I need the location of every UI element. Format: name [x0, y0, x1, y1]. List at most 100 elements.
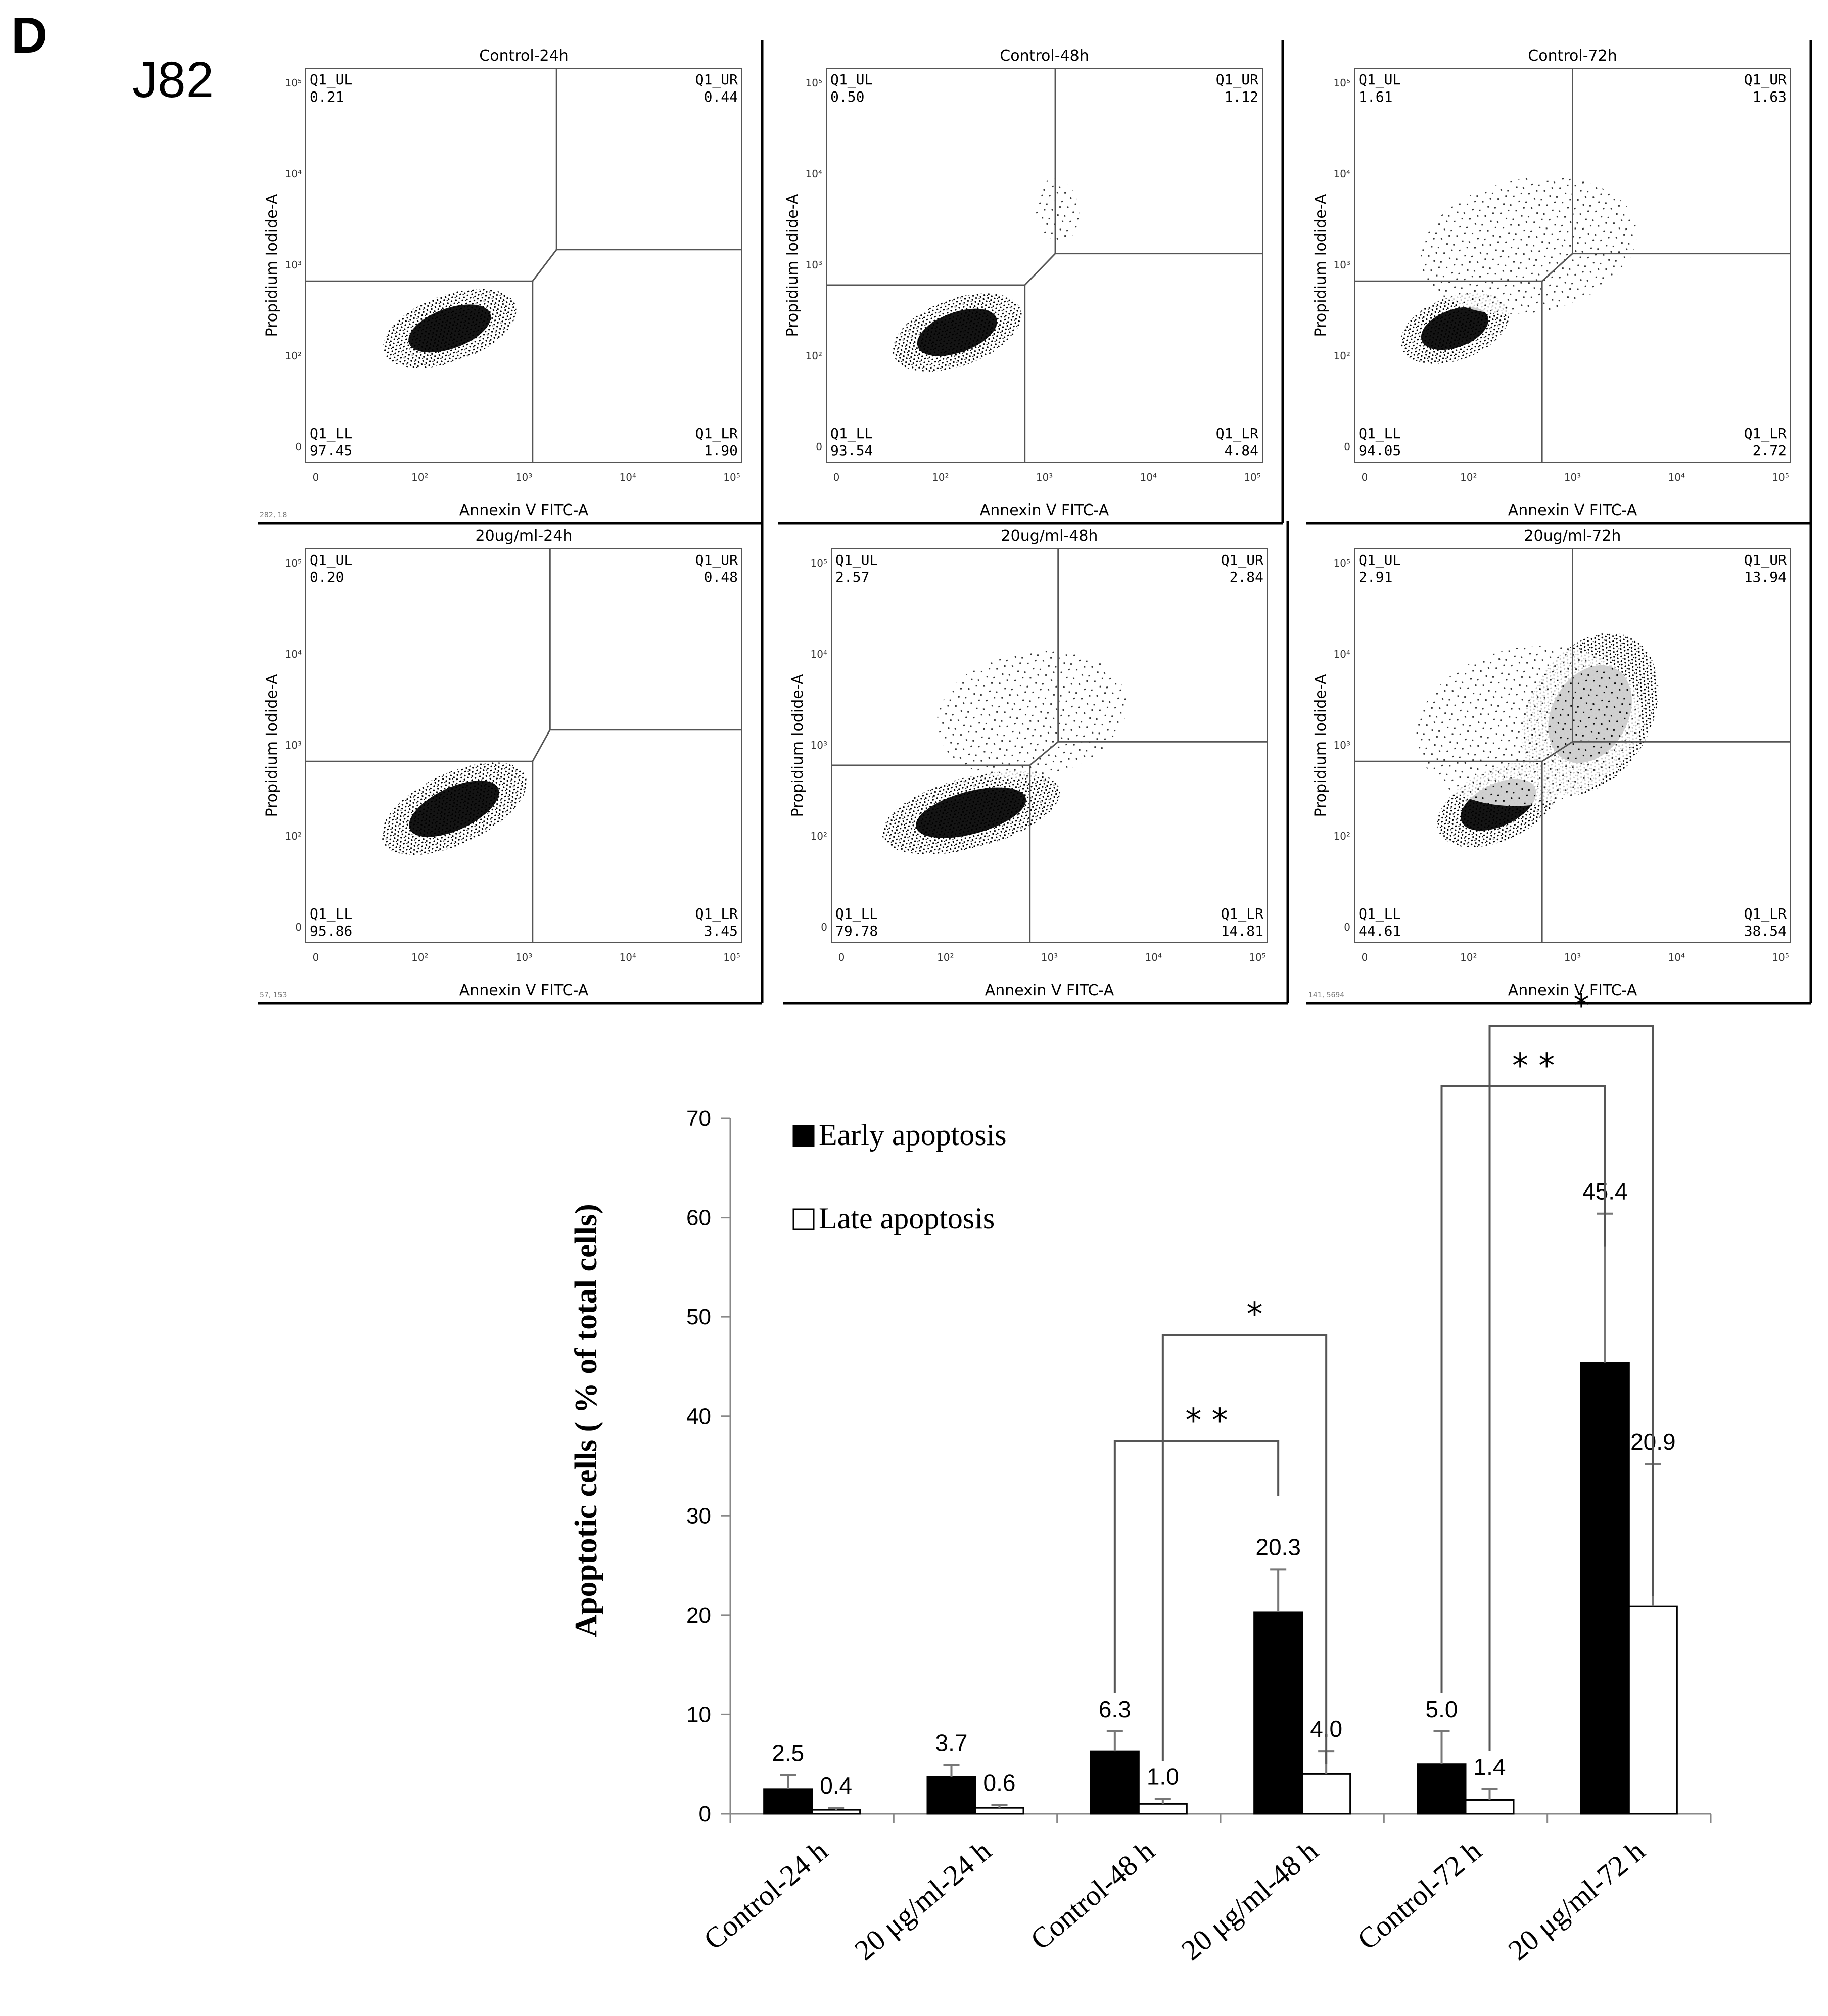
x-tick-label: 10⁴ [1668, 471, 1685, 483]
y-tick-label: 10⁴ [285, 648, 302, 660]
y-tick-label: 10³ [1334, 739, 1350, 751]
plot-title: Control-24h [479, 47, 568, 65]
y-tick-label: 10² [806, 350, 822, 362]
y-tick-label: 10⁴ [1334, 168, 1350, 180]
x-tick-label: 0 [1362, 951, 1368, 964]
y-tick-label: 10⁴ [285, 168, 302, 180]
quadrant-value-lr: 4.84 [1225, 442, 1258, 459]
x-tick-label: 10³ [1564, 951, 1581, 964]
y-tick-label: 10 [686, 1702, 711, 1727]
y-tick-label: 10⁵ [285, 557, 302, 569]
y-tick-label: 10³ [806, 259, 822, 271]
bar-late [811, 1809, 861, 1815]
y-tick-label: 10² [811, 830, 827, 842]
event-count: 57, 153 [260, 991, 287, 999]
quadrant-label-ul: Q1_UL [1358, 552, 1401, 569]
bar-late [1465, 1799, 1515, 1815]
quadrant-value-ur: 0.48 [704, 569, 738, 585]
quadrant-value-ul: 0.21 [310, 88, 344, 105]
quadrant-value-ur: 1.63 [1753, 88, 1787, 105]
x-axis-title: Annexin V FITC-A [980, 501, 1109, 519]
quadrant-value-ul: 2.91 [1358, 569, 1392, 585]
bar-late [1628, 1605, 1678, 1815]
quadrant-label-ur: Q1_UR [1744, 552, 1787, 569]
plot-title: Control-72h [1528, 47, 1617, 65]
scatter-dense-core [917, 308, 998, 356]
quadrant-label-lr: Q1_LR [1744, 425, 1787, 442]
x-axis-title: Annexin V FITC-A [1508, 501, 1637, 519]
quadrant-value-ul: 2.57 [835, 569, 869, 585]
value-label: 3.7 [935, 1730, 968, 1756]
x-tick-label: 10⁴ [620, 471, 636, 483]
x-tick-label: 0 [838, 951, 845, 964]
quadrant-gate [306, 548, 742, 943]
x-tick-label: 10³ [515, 951, 532, 964]
quadrant-value-lr: 14.81 [1221, 923, 1263, 939]
quadrant-label-ll: Q1_LL [310, 905, 352, 923]
scatter-dense-core [1421, 307, 1489, 350]
y-axis-title: Propidium Iodide-A [784, 194, 802, 337]
quadrant-label-lr: Q1_LR [1744, 905, 1787, 923]
x-tick-label: 10⁵ [1772, 951, 1789, 964]
x-tick-label: 0 [313, 471, 319, 483]
x-axis-title: Annexin V FITC-A [1508, 982, 1637, 999]
y-tick-label: 10³ [285, 259, 302, 271]
y-tick-label: 10² [1334, 830, 1350, 842]
scatter-population [936, 650, 1128, 778]
quadrant-value-ll: 93.54 [830, 442, 873, 459]
quadrant-value-ul: 0.50 [830, 88, 864, 105]
quadrant-label-ul: Q1_UL [1358, 71, 1401, 88]
plot-title: Control-48h [1000, 47, 1089, 65]
scatter-population [1421, 177, 1637, 314]
y-axis-title: Propidium Iodide-A [263, 194, 281, 337]
scatter-population [1416, 646, 1642, 806]
x-tick-label: 10² [411, 471, 428, 483]
quadrant-gate [306, 68, 742, 463]
value-label: 0.4 [820, 1772, 852, 1799]
y-tick-label: 20 [686, 1603, 711, 1628]
y-tick-label: 10³ [1334, 259, 1350, 271]
quadrant-value-ll: 95.86 [310, 923, 352, 939]
x-category-label: Control-48 h [1024, 1834, 1161, 1956]
y-tick-label: 10⁵ [811, 557, 827, 569]
y-tick-label: 70 [686, 1106, 711, 1131]
y-tick-label: 0 [1344, 921, 1350, 933]
quadrant-value-ul: 0.20 [310, 569, 344, 585]
quadrant-label-ur: Q1_UR [695, 71, 738, 88]
y-tick-label: 40 [686, 1404, 711, 1429]
bar-early [1253, 1611, 1303, 1815]
value-label: 5.0 [1426, 1696, 1458, 1722]
x-axis-title: Annexin V FITC-A [459, 982, 589, 999]
x-tick-label: 10⁵ [1772, 471, 1789, 483]
plot-area [305, 68, 742, 463]
value-label: 0.6 [983, 1769, 1016, 1796]
significance-bracket [1113, 1440, 1280, 1693]
bar-late [974, 1807, 1024, 1815]
quadrant-gate [1354, 68, 1791, 463]
significance-bracket [1440, 1085, 1606, 1693]
event-count: 141, 5694 [1308, 991, 1344, 999]
x-tick-label: 10⁴ [1140, 471, 1157, 483]
quadrant-label-ll: Q1_LL [310, 425, 352, 442]
y-tick-label: 0 [295, 921, 302, 933]
quadrant-label-ur: Q1_UR [1216, 71, 1258, 88]
x-tick-label: 10² [411, 951, 428, 964]
cell-line-label: J82 [132, 52, 214, 108]
y-tick-label: 10³ [285, 739, 302, 751]
bar-early [926, 1776, 976, 1815]
x-category-label: 20 μg/ml-48 h [1175, 1834, 1324, 1966]
quadrant-gate [831, 548, 1268, 943]
quadrant-gate [826, 68, 1262, 463]
value-label: 20.3 [1255, 1534, 1301, 1560]
x-tick-label: 10⁵ [1249, 951, 1265, 964]
x-category-label: Control-24 h [697, 1834, 834, 1956]
y-tick-label: 10⁵ [285, 77, 302, 89]
quadrant-label-lr: Q1_LR [695, 425, 738, 442]
quadrant-label-ul: Q1_UL [835, 552, 878, 569]
scatter-dense-core [409, 780, 499, 837]
scatter-dense-core [916, 787, 1026, 838]
x-tick-label: 10³ [1041, 951, 1058, 964]
